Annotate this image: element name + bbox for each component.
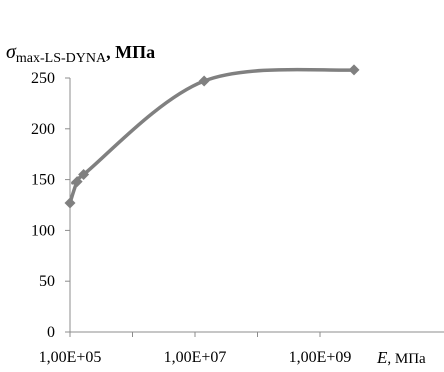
x-tick-label: 1,00E+09 xyxy=(289,349,352,366)
y-axis-title-unit: , МПа xyxy=(106,42,155,62)
y-axis-title-symbol: σ xyxy=(6,41,17,63)
y-axis-title-subscript: max-LS-DYNA xyxy=(16,51,107,66)
series xyxy=(64,64,360,209)
series-line xyxy=(68,67,356,205)
data-point-marker xyxy=(348,64,360,76)
data-point-marker xyxy=(198,75,210,87)
axes xyxy=(65,77,444,337)
y-axis-title: σmax-LS-DYNA, МПа xyxy=(6,41,155,66)
y-tick-label: 250 xyxy=(31,70,55,87)
data-point-marker xyxy=(71,176,83,188)
data-point-marker xyxy=(78,169,90,181)
y-tick-label: 200 xyxy=(31,121,55,138)
x-axis-title-symbol: E xyxy=(376,348,388,367)
y-tick-label: 50 xyxy=(39,273,55,290)
y-tick-label: 100 xyxy=(31,222,55,239)
y-tick-label: 0 xyxy=(47,324,55,341)
data-point-marker xyxy=(64,197,76,209)
x-axis-title: E, МПа xyxy=(376,348,426,367)
x-axis-title-unit: , МПа xyxy=(387,351,426,367)
y-tick-label: 150 xyxy=(31,172,55,189)
x-tick-label: 1,00E+07 xyxy=(164,349,227,366)
x-tick-label: 1,00E+05 xyxy=(39,349,102,366)
tick-labels: 0 50 100 150 200 250 1,00E+05 1,00E+07 1,00E+09 xyxy=(31,70,351,366)
